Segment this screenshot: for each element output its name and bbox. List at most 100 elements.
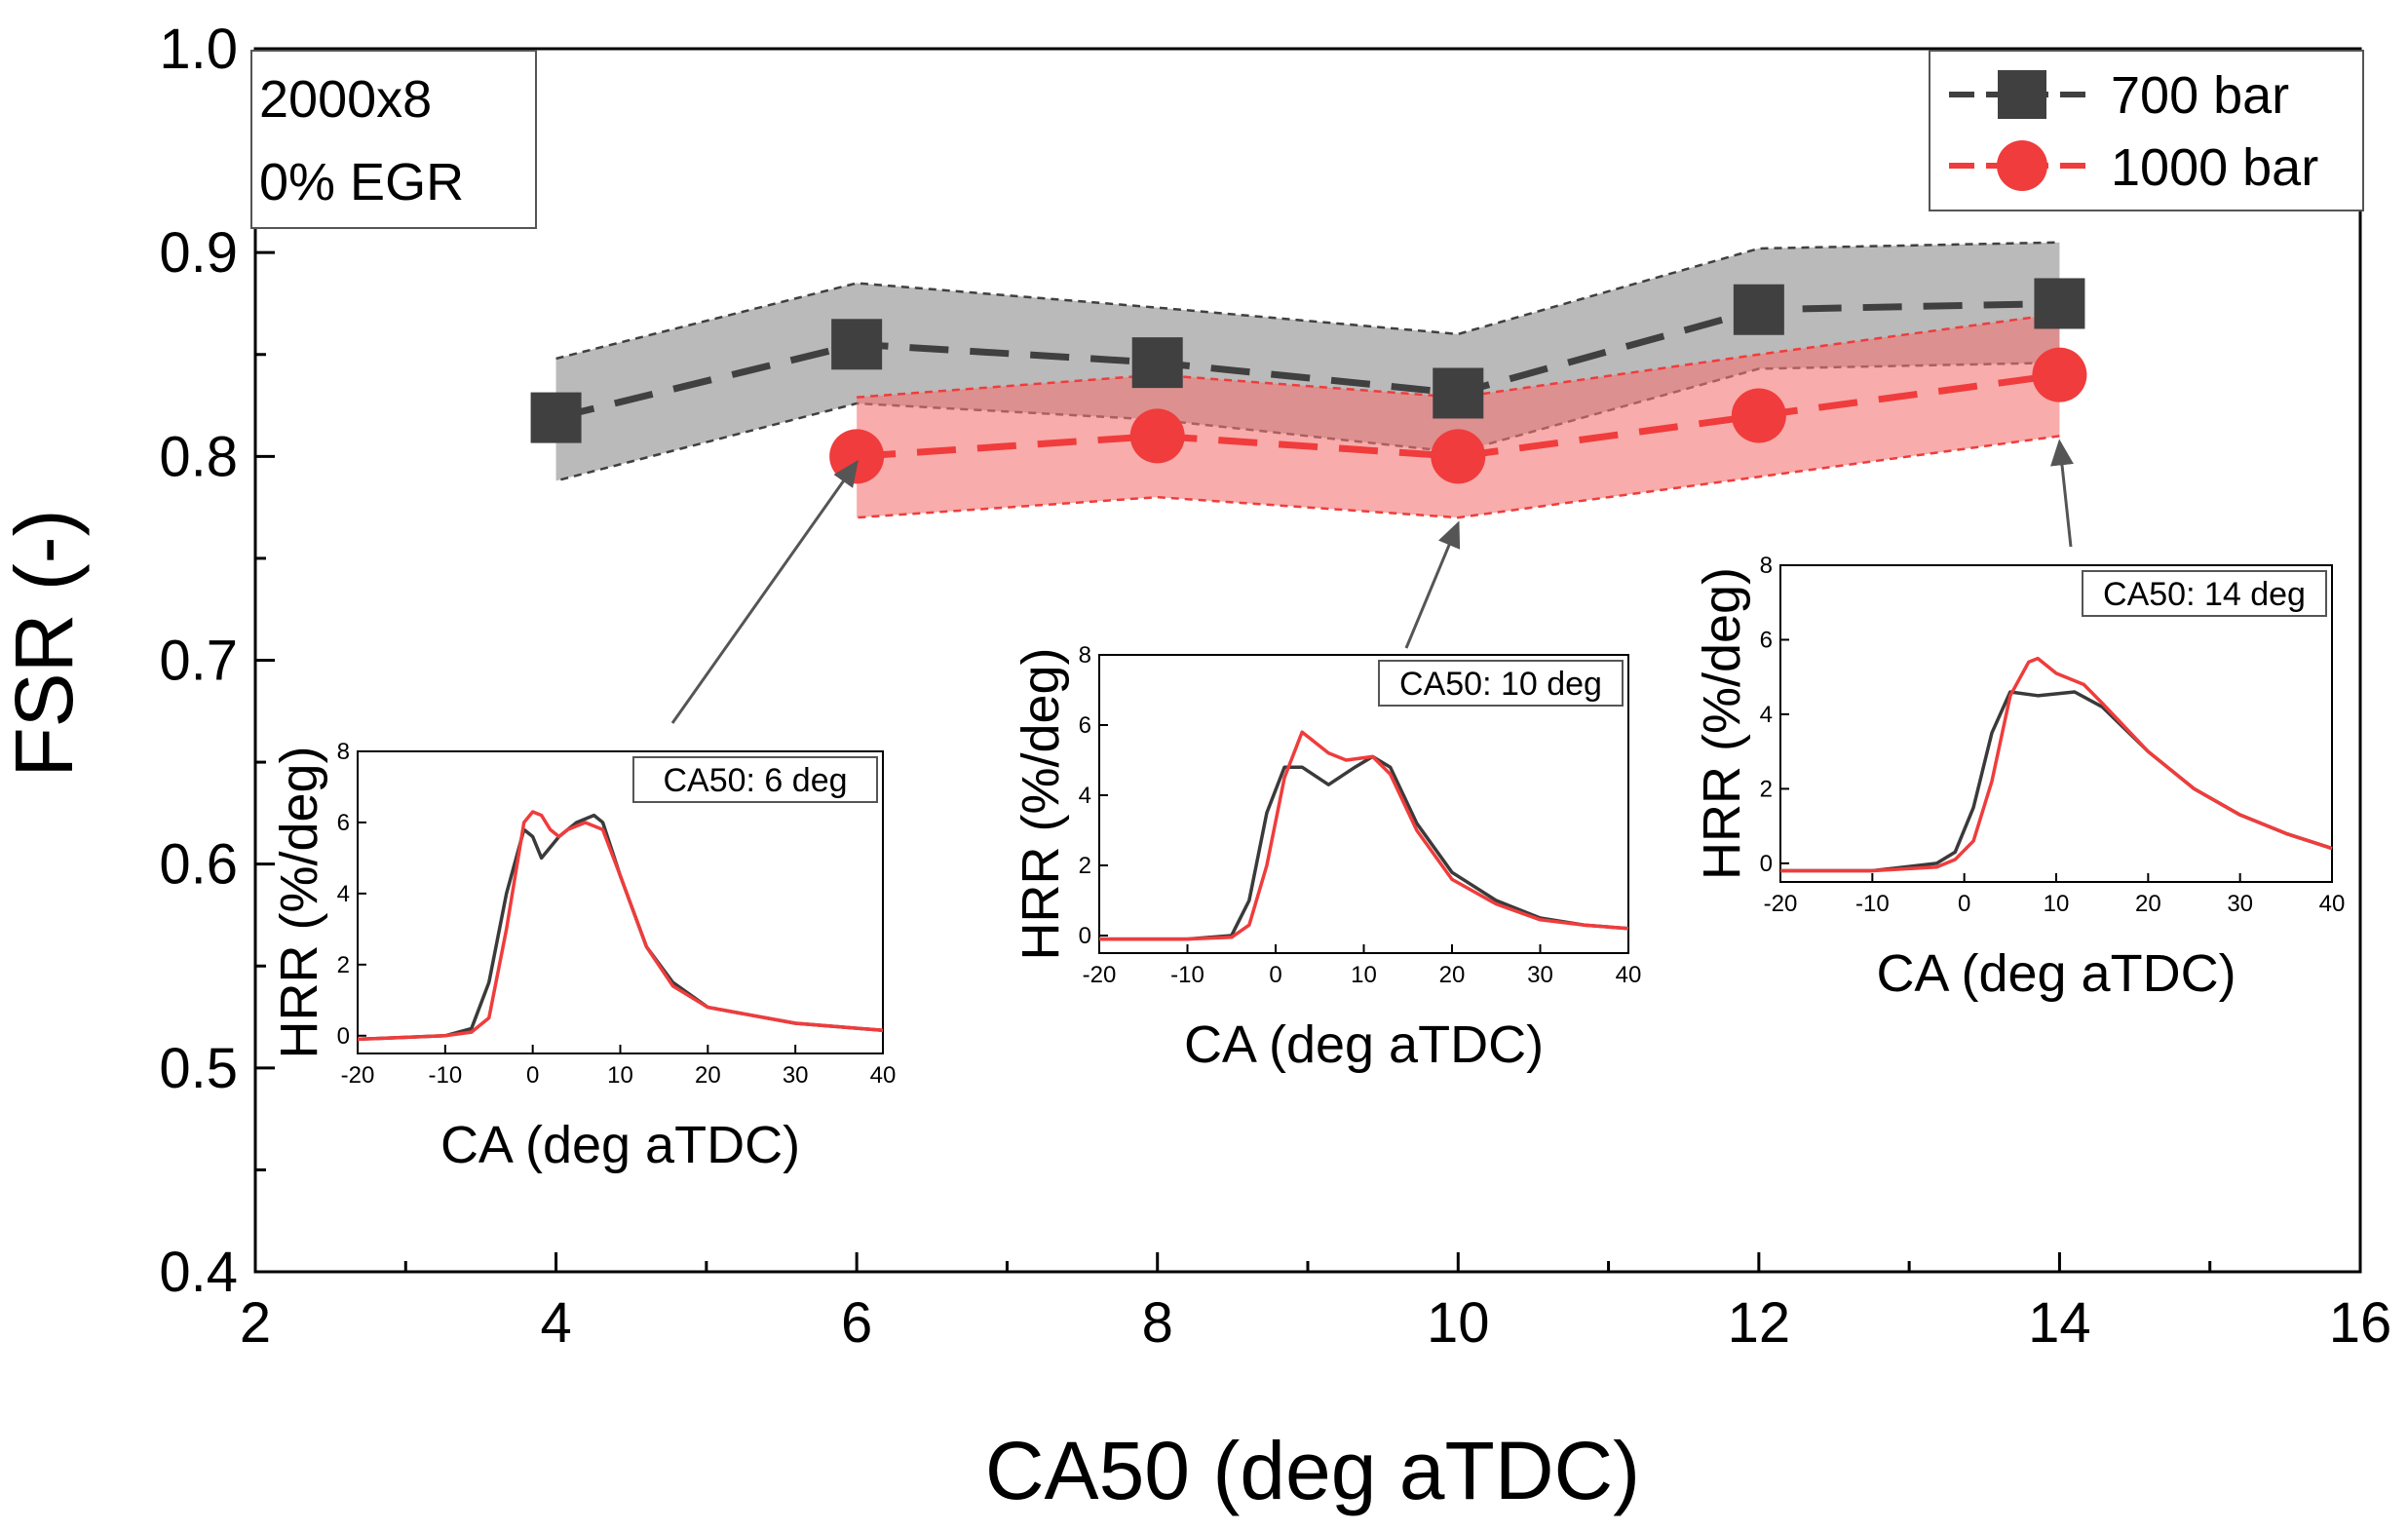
inset-x-tick-label: 40 bbox=[1616, 962, 1642, 988]
inset-x-tick-label: 30 bbox=[2227, 891, 2253, 917]
data-point bbox=[829, 429, 885, 484]
y-tick-label: 0.8 bbox=[159, 425, 238, 488]
inset-y-tick-label: 4 bbox=[1079, 783, 1091, 809]
inset-y-tick-label: 6 bbox=[337, 810, 350, 836]
inset-x-tick-label: -20 bbox=[1083, 962, 1117, 988]
inset-0: -20 -10 0 10 20 30 40 0 2 4 6 8 CA50: 6 deg CA (deg a… bbox=[270, 739, 896, 1174]
series-line-1 bbox=[856, 371, 2060, 460]
y-tick-label: 0.5 bbox=[159, 1037, 238, 1100]
inset-x-tick-label: -10 bbox=[1855, 891, 1890, 917]
y-axis-title: FSR (-) bbox=[0, 509, 90, 777]
y-tick-label: 1.0 bbox=[159, 18, 238, 81]
inset-x-tick-label: -20 bbox=[1764, 891, 1798, 917]
inset-arrow-1 bbox=[1404, 520, 1461, 649]
inset-x-tick-label: 30 bbox=[1527, 962, 1553, 988]
y-tick-label: 0.9 bbox=[159, 221, 238, 285]
x-tick-label: 4 bbox=[540, 1291, 571, 1355]
inset-title: CA50: 14 deg bbox=[2103, 576, 2306, 613]
inset-curve-1 bbox=[357, 810, 884, 1042]
data-point bbox=[1129, 408, 1185, 464]
inset-x-tick-label: 0 bbox=[526, 1062, 539, 1089]
inset-1: -20 -10 0 10 20 30 40 0 2 4 6 8 CA50: 10 deg CA (deg … bbox=[1012, 642, 1641, 1074]
inset-y-tick-label: 6 bbox=[1760, 627, 1773, 653]
inset-x-tick-label: 10 bbox=[1351, 962, 1377, 988]
inset-y-label: HRR (%/deg) bbox=[1693, 567, 1751, 880]
inset-title-box bbox=[2082, 570, 2327, 617]
inset-x-label: CA (deg aTDC) bbox=[440, 1116, 800, 1174]
inset-x-tick-label: -10 bbox=[1170, 962, 1204, 988]
legend-marker-1000-bar bbox=[1997, 140, 2047, 191]
data-point bbox=[2032, 347, 2087, 402]
band-upper-edge-0 bbox=[555, 241, 2060, 361]
condition-annotation: 2000x8 0% EGR bbox=[250, 50, 537, 229]
inset-x-label: CA (deg aTDC) bbox=[1184, 1015, 1544, 1074]
data-point bbox=[530, 392, 582, 443]
inset-x-tick-label: 0 bbox=[1958, 891, 1970, 917]
main-axes: 2 4 6 8 10 12 14 16 0.4 0.5 0.6 0.7 0.8 0.9 1.0 bbox=[159, 18, 2391, 1355]
data-point bbox=[831, 319, 883, 370]
inset-y-tick-label: 2 bbox=[337, 952, 350, 978]
series-line-0 bbox=[554, 299, 2060, 421]
inset-title-box bbox=[1378, 660, 1624, 707]
inset-x-tick-label: -20 bbox=[341, 1062, 375, 1089]
x-tick-label: 2 bbox=[240, 1291, 271, 1355]
x-tick-label: 12 bbox=[1728, 1291, 1791, 1355]
series-lines bbox=[554, 299, 2060, 460]
inset-x-tick-label: 30 bbox=[783, 1062, 809, 1089]
inset-y-tick-label: 6 bbox=[1079, 712, 1091, 739]
band-0 bbox=[555, 242, 2060, 481]
inset-title: CA50: 10 deg bbox=[1399, 666, 1602, 703]
inset-x-tick-label: -10 bbox=[428, 1062, 462, 1089]
inset-title: CA50: 6 deg bbox=[663, 762, 847, 799]
inset-y-tick-label: 0 bbox=[337, 1023, 350, 1050]
data-point bbox=[2034, 278, 2085, 329]
inset-arrows bbox=[670, 439, 2074, 724]
inset-y-label: HRR (%/deg) bbox=[1012, 647, 1070, 960]
annotation-box bbox=[250, 50, 537, 229]
band-lower-edge-1 bbox=[857, 435, 2060, 519]
annotation-line-2: 0% EGR bbox=[259, 153, 464, 211]
inset-y-tick-label: 2 bbox=[1760, 776, 1773, 802]
x-tick-label: 14 bbox=[2028, 1291, 2091, 1355]
inset-title-box bbox=[632, 756, 878, 803]
inset-y-tick-label: 8 bbox=[1079, 642, 1091, 669]
inset-x-tick-label: 40 bbox=[870, 1062, 897, 1089]
inset-2: -20 -10 0 10 20 30 40 0 2 4 6 8 CA50: 14 deg CA (deg … bbox=[1693, 553, 2345, 1003]
inset-y-tick-label: 4 bbox=[337, 881, 350, 907]
inset-curve-1 bbox=[1099, 730, 1629, 941]
inset-y-tick-label: 8 bbox=[1760, 553, 1773, 579]
inset-x-tick-label: 40 bbox=[2319, 891, 2346, 917]
inset-x-tick-label: 20 bbox=[1439, 962, 1466, 988]
x-axis-title: CA50 (deg aTDC) bbox=[985, 1425, 1640, 1516]
legend-marker-700-bar bbox=[1998, 70, 2046, 119]
x-tick-label: 6 bbox=[841, 1291, 872, 1355]
x-tick-label: 16 bbox=[2329, 1291, 2392, 1355]
x-tick-label: 10 bbox=[1427, 1291, 1490, 1355]
inset-arrow-0 bbox=[670, 459, 859, 724]
inset-y-tick-label: 8 bbox=[337, 739, 350, 765]
y-tick-label: 0.6 bbox=[159, 833, 238, 897]
inset-x-label: CA (deg aTDC) bbox=[1876, 944, 2236, 1003]
inset-y-label: HRR (%/deg) bbox=[270, 746, 328, 1058]
inset-x-tick-label: 10 bbox=[607, 1062, 633, 1089]
data-point bbox=[1431, 429, 1486, 484]
inset-x-tick-label: 0 bbox=[1269, 962, 1281, 988]
legend-label-1000-bar: 1000 bar bbox=[2111, 138, 2318, 197]
legend: 700 bar 1000 bar bbox=[1929, 50, 2364, 211]
data-point bbox=[1131, 337, 1183, 389]
inset-curve-0 bbox=[1099, 754, 1629, 941]
data-point bbox=[1731, 388, 1786, 443]
annotation-line-1: 2000x8 bbox=[259, 70, 432, 129]
data-point bbox=[1733, 284, 1784, 335]
x-tick-label: 8 bbox=[1142, 1291, 1173, 1355]
y-tick-label: 0.7 bbox=[159, 630, 238, 693]
inset-arrow-2 bbox=[2050, 439, 2074, 548]
inset-curve-1 bbox=[1780, 656, 2333, 873]
inset-x-tick-label: 10 bbox=[2044, 891, 2070, 917]
y-tick-label: 0.4 bbox=[159, 1241, 238, 1304]
legend-label-700-bar: 700 bar bbox=[2111, 66, 2289, 125]
inset-y-tick-label: 2 bbox=[1079, 853, 1091, 879]
inset-y-tick-label: 4 bbox=[1760, 702, 1773, 728]
